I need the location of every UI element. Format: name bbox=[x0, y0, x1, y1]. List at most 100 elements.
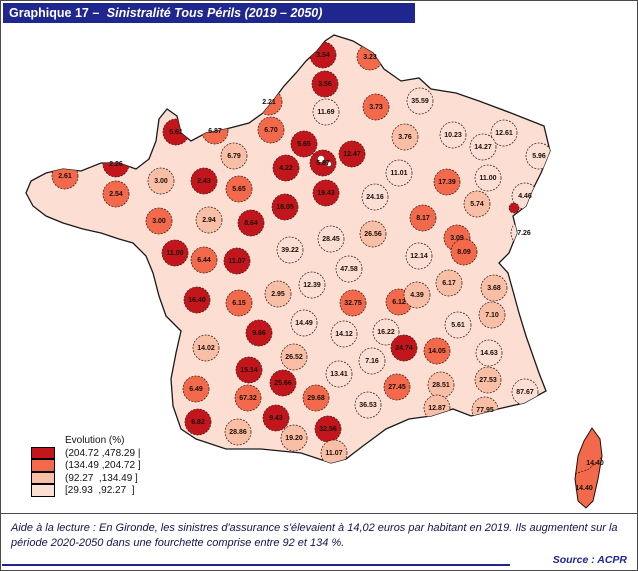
department-value: 14.27 bbox=[474, 144, 492, 151]
department-region bbox=[444, 311, 472, 339]
department-value: 19.20 bbox=[285, 435, 303, 442]
department-value: 6.17 bbox=[442, 280, 456, 287]
department-value: 27.45 bbox=[388, 384, 406, 391]
department-value: 15.14 bbox=[240, 367, 258, 374]
department-value: 18.05 bbox=[276, 204, 294, 211]
department-value: 7.26 bbox=[517, 230, 531, 237]
department-region bbox=[257, 116, 285, 144]
department-value: 6.12 bbox=[392, 299, 406, 306]
department-region bbox=[290, 130, 318, 158]
department-value: 4.22 bbox=[279, 165, 293, 172]
department-value: 3.68 bbox=[487, 285, 501, 292]
department-value: 36.53 bbox=[359, 402, 377, 409]
department-value: 2.61 bbox=[58, 173, 72, 180]
department-region bbox=[235, 356, 263, 384]
department-region bbox=[225, 289, 253, 317]
department-value: 25.66 bbox=[274, 380, 292, 387]
department-region bbox=[325, 360, 353, 388]
department-value: 3.76 bbox=[398, 134, 412, 141]
department-value: 3.73 bbox=[369, 104, 383, 111]
department-region bbox=[262, 404, 290, 432]
department-region bbox=[403, 281, 431, 309]
department-region bbox=[330, 320, 358, 348]
department-region bbox=[372, 318, 400, 346]
department-region bbox=[234, 384, 262, 412]
department-region bbox=[272, 154, 300, 182]
department-region bbox=[311, 70, 339, 98]
department-region bbox=[383, 373, 411, 401]
paris-region-marker bbox=[317, 155, 332, 167]
department-region bbox=[390, 334, 418, 362]
department-value: 6.82 bbox=[191, 419, 205, 426]
department-value: 14.49 bbox=[295, 320, 313, 327]
department-value: 39.22 bbox=[281, 247, 299, 254]
department-value: 11.69 bbox=[317, 109, 334, 116]
department-value: 24.16 bbox=[366, 194, 384, 201]
department-region bbox=[474, 164, 502, 192]
department-region bbox=[190, 246, 218, 274]
department-value: 9.43 bbox=[269, 415, 283, 422]
page-bottom-rule bbox=[2, 564, 510, 566]
department-value: 32.56 bbox=[319, 426, 337, 433]
department-value: 32.75 bbox=[344, 300, 362, 307]
department-value: 3.09 bbox=[450, 235, 464, 242]
legend-label-1: (204.72 ,478.29 | bbox=[65, 447, 141, 459]
department-region bbox=[271, 193, 299, 221]
department-region bbox=[264, 280, 292, 308]
department-region bbox=[433, 168, 461, 196]
department-value: 12.14 bbox=[410, 253, 428, 260]
department-value: 8.09 bbox=[457, 249, 471, 256]
department-value: 77.95 bbox=[476, 407, 494, 414]
legend-swatch-2 bbox=[31, 459, 55, 472]
department-value: 7.16 bbox=[365, 358, 379, 365]
department-value: 3.54 bbox=[316, 52, 330, 59]
department-value: 5.61 bbox=[451, 322, 465, 329]
department-value: 6.87 bbox=[208, 128, 222, 135]
department-region bbox=[405, 242, 433, 270]
department-value: 6.70 bbox=[264, 127, 278, 134]
department-region bbox=[190, 167, 218, 195]
department-region bbox=[225, 175, 253, 203]
department-value: 5.65 bbox=[297, 141, 311, 148]
department-region bbox=[339, 289, 367, 317]
department-value: 4.46 bbox=[518, 193, 532, 200]
department-region bbox=[145, 207, 173, 235]
department-region bbox=[508, 202, 520, 214]
department-value: 17.39 bbox=[438, 179, 456, 186]
legend-title: Evolution (%) bbox=[65, 435, 125, 446]
department-region bbox=[358, 347, 386, 375]
department-value: 12.47 bbox=[343, 151, 361, 158]
department-value: 16.40 bbox=[188, 297, 206, 304]
department-region bbox=[320, 439, 348, 463]
department-value: 11.07 bbox=[325, 450, 342, 457]
department-value: 3.56 bbox=[318, 81, 332, 88]
department-value: 28.45 bbox=[322, 236, 340, 243]
department-value: 67.32 bbox=[239, 395, 257, 402]
department-value: 11.01 bbox=[390, 170, 407, 177]
department-value: 2.94 bbox=[202, 217, 216, 224]
department-value: 29.68 bbox=[307, 395, 325, 402]
department-value: 13.41 bbox=[330, 371, 348, 378]
legend-swatch-1 bbox=[31, 446, 55, 459]
department-region bbox=[359, 220, 387, 248]
reading-note-text: Aide à la lecture : En Gironde, les sini… bbox=[11, 522, 618, 550]
map-legend: Evolution (%) (204.72 ,478.29 | (134.49 … bbox=[31, 435, 141, 498]
department-value: 3.00 bbox=[152, 218, 166, 225]
department-region bbox=[490, 119, 518, 147]
department-value: 7.10 bbox=[485, 312, 499, 319]
department-value: 35.59 bbox=[411, 98, 429, 105]
legend-label-2: (134.49 ,204.72 ] bbox=[65, 460, 141, 471]
department-value: 27.53 bbox=[479, 377, 497, 384]
department-region bbox=[385, 159, 413, 187]
department-value: 26.52 bbox=[285, 354, 303, 361]
reading-note: Aide à la lecture : En Gironde, les sini… bbox=[1, 513, 637, 570]
department-region bbox=[354, 391, 382, 419]
department-region bbox=[312, 98, 340, 126]
figure-number: Graphique 17 – bbox=[9, 6, 100, 20]
department-region bbox=[439, 121, 467, 149]
department-value: 2.43 bbox=[197, 178, 211, 185]
department-region bbox=[183, 286, 211, 314]
department-value: 6.15 bbox=[232, 300, 246, 307]
department-region bbox=[317, 225, 345, 253]
